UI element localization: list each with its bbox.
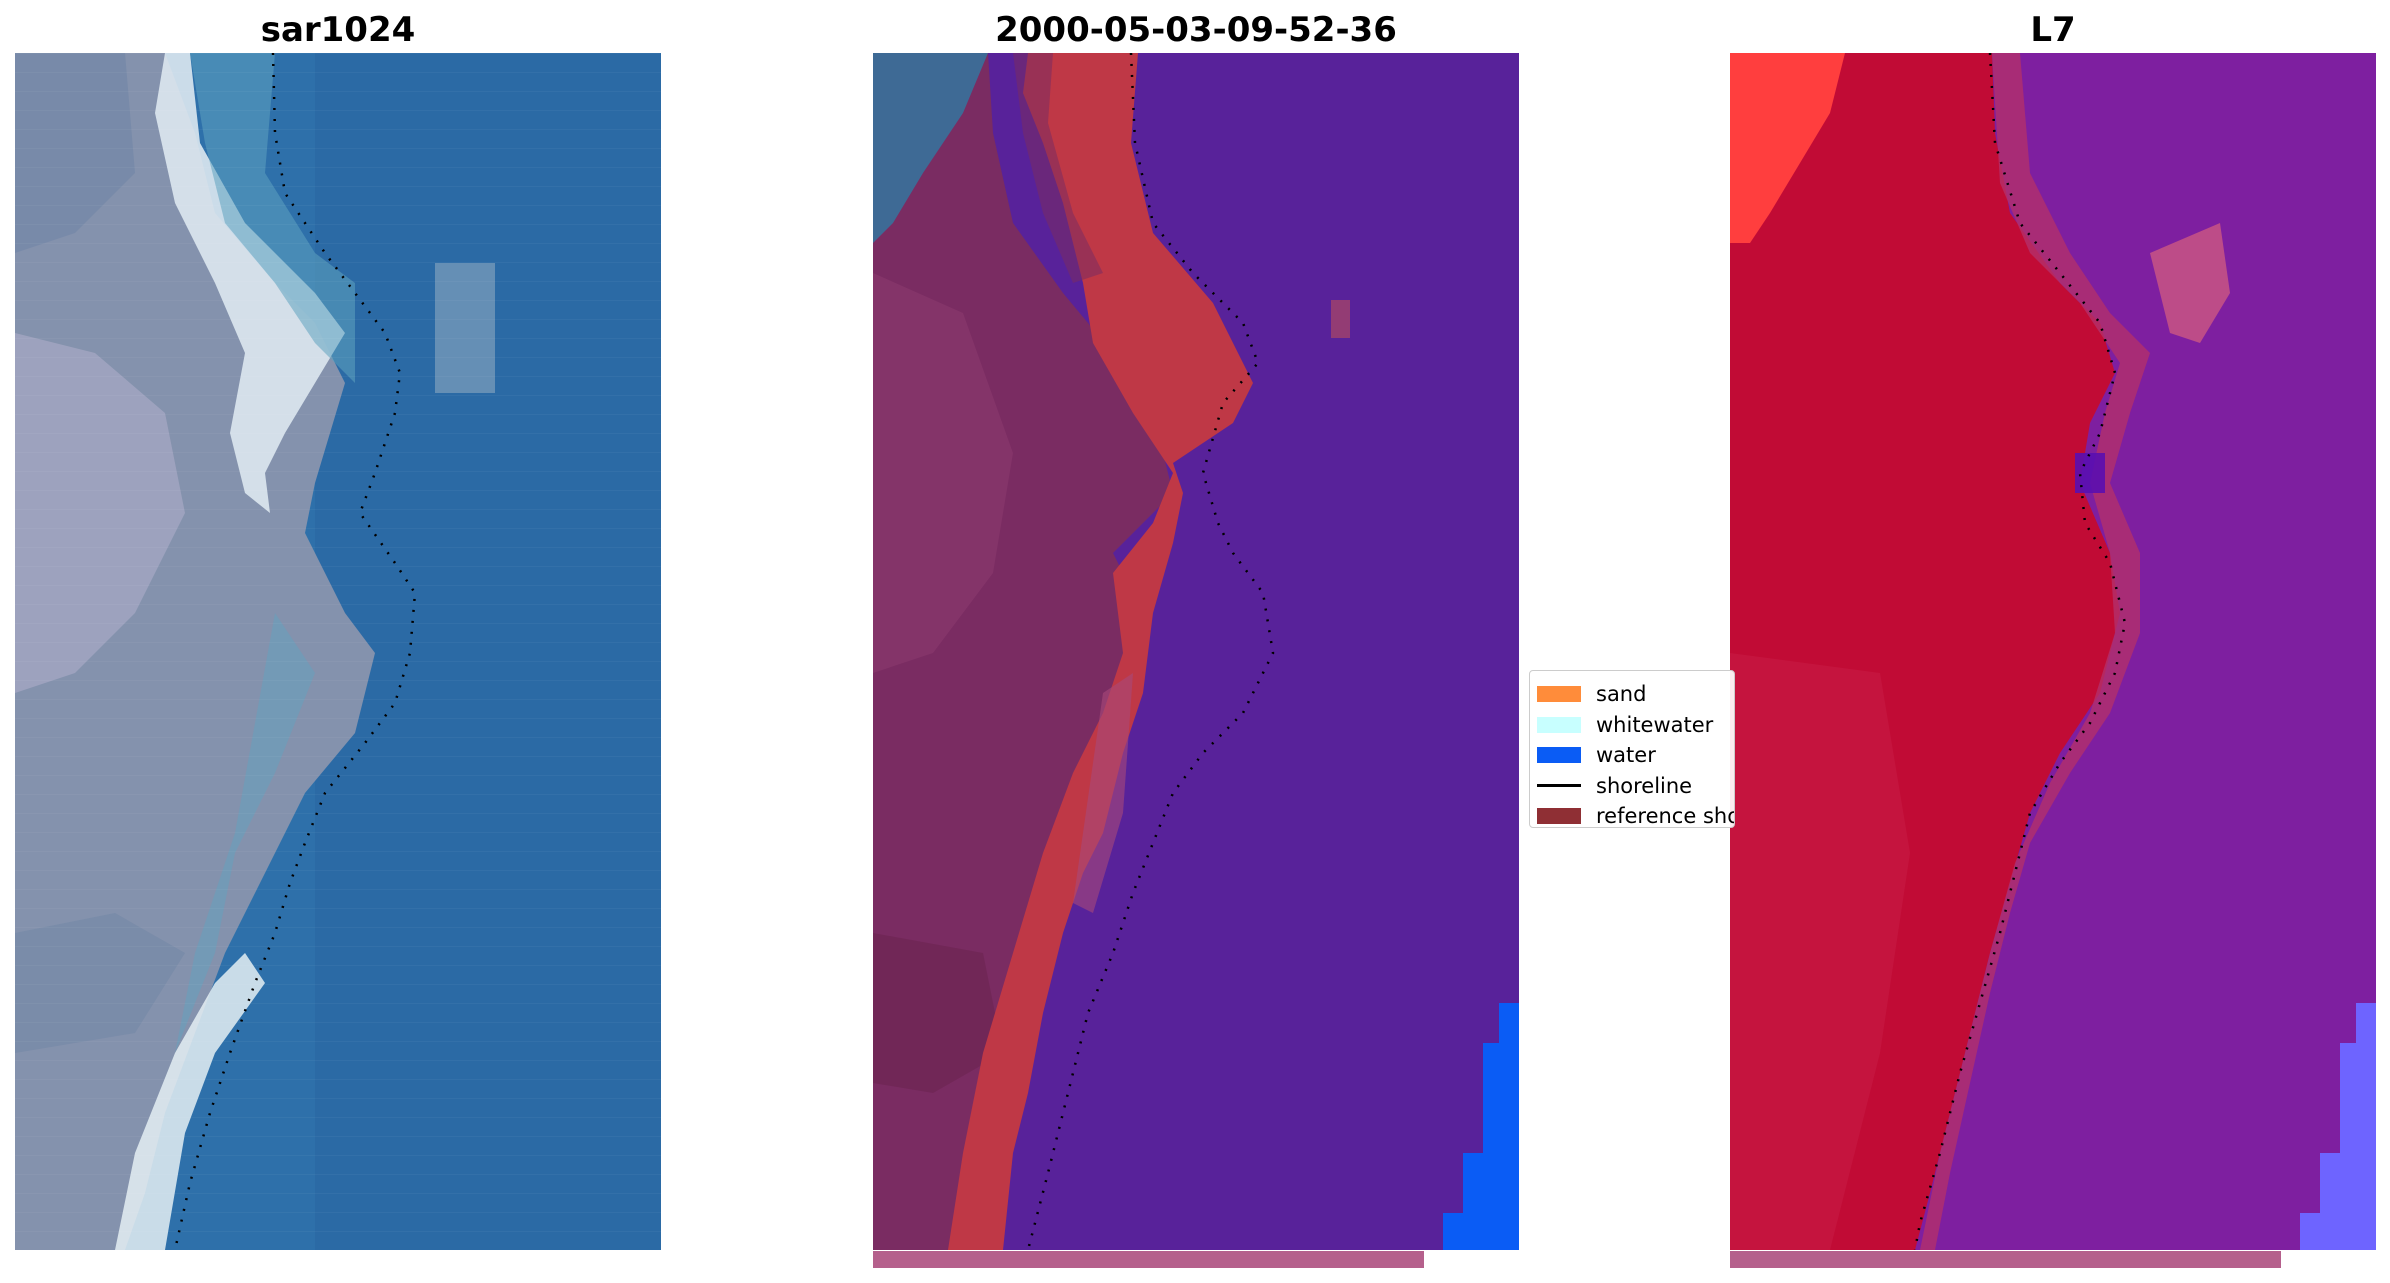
- index-under-bar: [1730, 1251, 2281, 1268]
- legend-item-reference-shoreline: reference shoreline: [1537, 801, 1734, 828]
- legend-label-water: water: [1596, 743, 1656, 768]
- panel-title-index: L7: [2030, 10, 2076, 50]
- classified-sand: [948, 53, 1253, 1250]
- legend-swatch-reference-shoreline: [1537, 808, 1581, 825]
- legend-item-sand: sand: [1537, 679, 1734, 710]
- legend-item-water: water: [1537, 740, 1734, 771]
- shoreline: [1913, 53, 2127, 1250]
- legend-label-reference-shoreline: reference shoreline: [1596, 804, 1734, 828]
- panel-title-rgb: sar1024: [260, 10, 416, 50]
- index-bright-water: [2300, 1003, 2376, 1250]
- legend-swatch-water: [1537, 747, 1581, 764]
- legend-label-shoreline: shoreline: [1596, 773, 1693, 798]
- legend-item-shoreline: shoreline: [1537, 771, 1734, 802]
- legend-label-sand: sand: [1596, 682, 1647, 707]
- bright-water-region: [1443, 1003, 1519, 1250]
- legend: sand whitewater water shoreline referenc…: [1529, 670, 1735, 828]
- shoreline: [173, 53, 417, 1250]
- legend-item-whitewater: whitewater: [1537, 710, 1734, 741]
- classification-panel: [873, 53, 1519, 1250]
- legend-swatch-whitewater: [1537, 716, 1581, 733]
- rgb-image-panel: [15, 53, 661, 1250]
- legend-label-whitewater: whitewater: [1596, 712, 1714, 737]
- index-panel: [1730, 53, 2376, 1250]
- legend-swatch-sand: [1537, 686, 1581, 703]
- panel-title-classification: 2000-05-03-09-52-36: [995, 10, 1397, 50]
- classification-under-bar: [873, 1251, 1424, 1268]
- legend-swatch-shoreline: [1537, 784, 1581, 788]
